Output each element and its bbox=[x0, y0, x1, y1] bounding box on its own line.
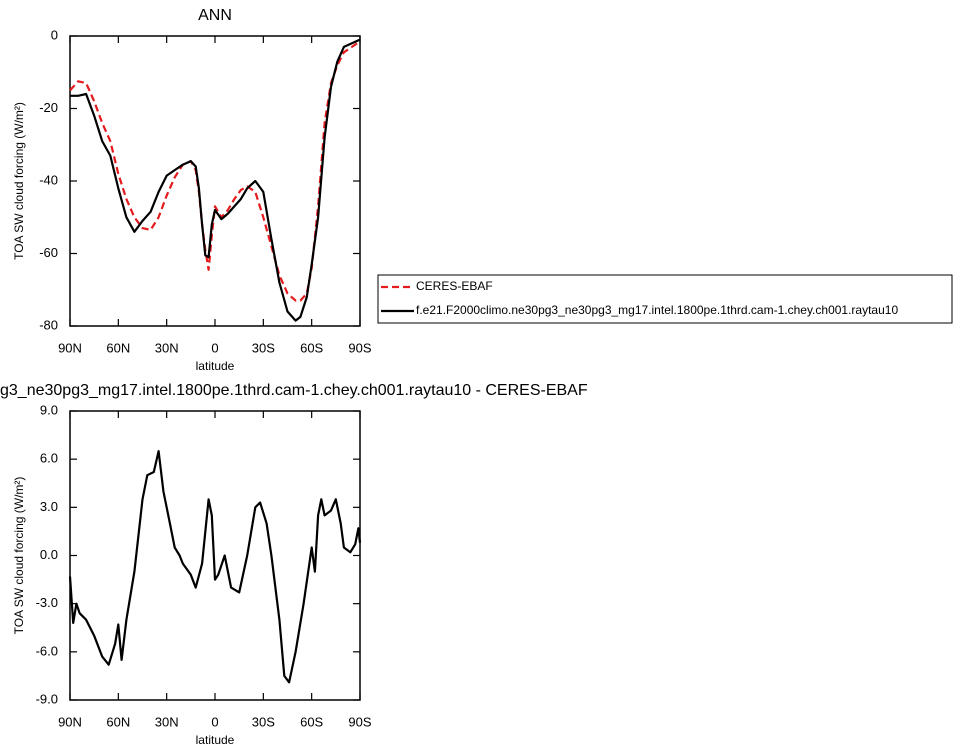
x-tick-label: 30N bbox=[155, 714, 179, 729]
x-tick-label: 30S bbox=[252, 340, 275, 355]
x-tick-label: 0 bbox=[211, 714, 218, 729]
y-tick-label: -3.0 bbox=[36, 595, 58, 610]
x-tick-label: 30S bbox=[252, 714, 275, 729]
x-tick-label: 90N bbox=[58, 340, 82, 355]
y-tick-label: -60 bbox=[39, 245, 58, 260]
chart-title: ANN bbox=[198, 7, 232, 24]
legend-label: CERES-EBAF bbox=[416, 279, 493, 293]
legend-box bbox=[377, 274, 953, 324]
y-tick-label: -9.0 bbox=[36, 691, 58, 706]
x-tick-label: 60S bbox=[300, 714, 323, 729]
y-tick-label: 3.0 bbox=[40, 499, 58, 514]
data-line bbox=[70, 38, 361, 322]
y-axis-label: TOA SW cloud forcing (W/m²) bbox=[12, 477, 26, 635]
x-tick-label: 0 bbox=[211, 340, 218, 355]
data-line bbox=[68, 450, 362, 684]
data-line bbox=[69, 40, 361, 302]
y-tick-label: -6.0 bbox=[36, 643, 58, 658]
plot-frame bbox=[69, 35, 361, 327]
x-tick-label: 60N bbox=[106, 340, 130, 355]
y-tick-label: 6.0 bbox=[40, 451, 58, 466]
y-tick-label: 0.0 bbox=[40, 547, 58, 562]
y-tick-label: -20 bbox=[39, 100, 58, 115]
x-tick-label: 30N bbox=[155, 340, 179, 355]
y-axis-label: TOA SW cloud forcing (W/m²) bbox=[12, 102, 26, 260]
x-tick-label: 90N bbox=[58, 714, 82, 729]
x-tick-label: 60N bbox=[106, 714, 130, 729]
x-tick-label: 90S bbox=[348, 714, 371, 729]
y-tick-label: 0 bbox=[51, 27, 58, 42]
x-axis-label: latitude bbox=[196, 733, 235, 747]
x-axis-label: latitude bbox=[196, 359, 235, 373]
chart-title: g3_ne30pg3_mg17.intel.1800pe.1thrd.cam-1… bbox=[0, 382, 588, 399]
x-tick-label: 90S bbox=[348, 340, 371, 355]
y-tick-label: -40 bbox=[39, 172, 58, 187]
y-tick-label: -80 bbox=[39, 317, 58, 332]
legend-label: f.e21.F2000climo.ne30pg3_ne30pg3_mg17.in… bbox=[416, 303, 898, 317]
y-tick-label: 9.0 bbox=[40, 402, 58, 417]
x-tick-label: 60S bbox=[300, 340, 323, 355]
